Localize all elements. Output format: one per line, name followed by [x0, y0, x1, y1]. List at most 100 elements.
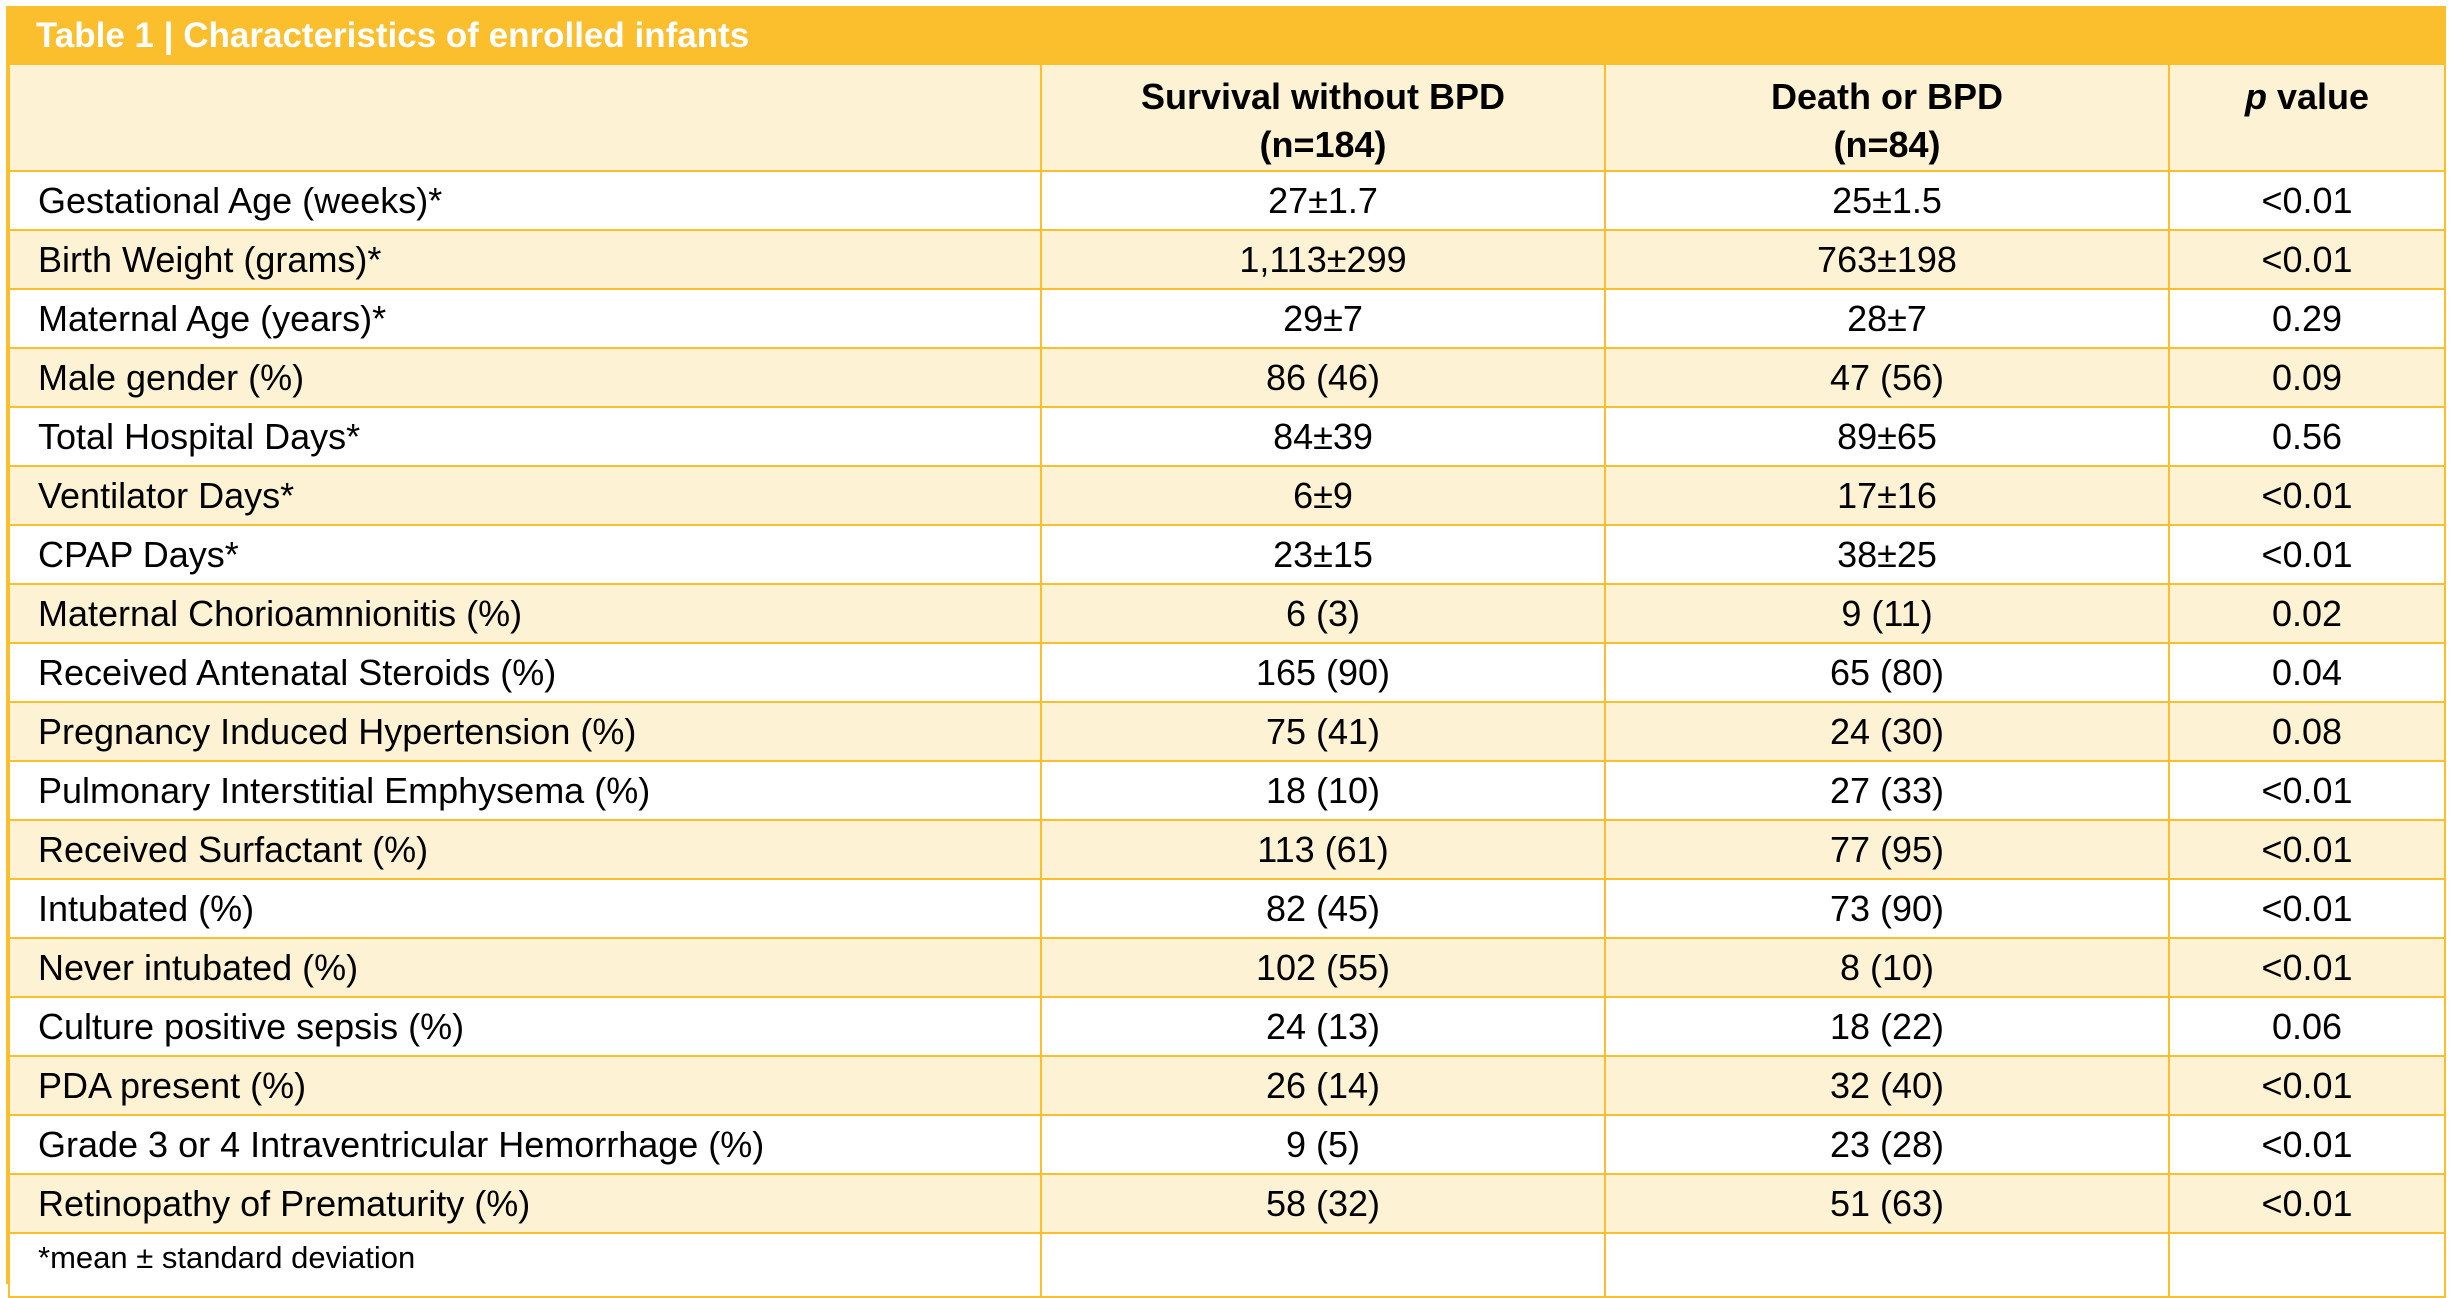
- footnote: *mean ± standard deviation: [8, 1232, 1042, 1298]
- header-p-value: p value: [2168, 63, 2446, 172]
- table-row: Received Surfactant (%) 113 (61) 77 (95) <0…: [8, 819, 2446, 880]
- death-value-cell: 47 (56): [1604, 347, 2170, 408]
- death-value-cell: 73 (90): [1604, 878, 2170, 939]
- survival-value-cell: 1,113±299: [1040, 229, 1606, 290]
- p-value-cell: <0.01: [2168, 170, 2446, 231]
- table-row: Ventilator Days* 6±9 17±16 <0.01: [8, 465, 2446, 526]
- header-death-name: Death or BPD: [1770, 76, 2004, 117]
- p-value-cell: 0.06: [2168, 996, 2446, 1057]
- row-label-cell: Male gender (%): [8, 347, 1042, 408]
- header-death-n: (n=84): [1833, 124, 1941, 165]
- row-label-cell: Never intubated (%): [8, 937, 1042, 998]
- p-value-cell: 0.56: [2168, 406, 2446, 467]
- header-p-rest: value: [2266, 76, 2370, 117]
- p-value-cell: <0.01: [2168, 937, 2446, 998]
- survival-value-cell: 165 (90): [1040, 642, 1606, 703]
- p-value-cell: <0.01: [2168, 1173, 2446, 1234]
- p-value-cell: 0.29: [2168, 288, 2446, 349]
- table-row: Retinopathy of Prematurity (%) 58 (32) 51 …: [8, 1173, 2446, 1234]
- survival-value-cell: 82 (45): [1040, 878, 1606, 939]
- table-row: Gestational Age (weeks)* 27±1.7 25±1.5 <0.0…: [8, 170, 2446, 231]
- p-value-cell: <0.01: [2168, 878, 2446, 939]
- death-value-cell: 65 (80): [1604, 642, 2170, 703]
- survival-value-cell: 75 (41): [1040, 701, 1606, 762]
- characteristics-table: Table 1 | Characteristics of enrolled in…: [6, 6, 2446, 1298]
- header-death-or-bpd: Death or BPD (n=84): [1604, 63, 2170, 172]
- table-row: Maternal Age (years)* 29±7 28±7 0.29: [8, 288, 2446, 349]
- table-body: Gestational Age (weeks)* 27±1.7 25±1.5 <0.0…: [8, 170, 2446, 1234]
- p-value-cell: <0.01: [2168, 760, 2446, 821]
- table-row: Pregnancy Induced Hypertension (%) 75 (41…: [8, 701, 2446, 762]
- table-row: Culture positive sepsis (%) 24 (13) 18 (22…: [8, 996, 2446, 1057]
- footnote-blank-cell: [2168, 1232, 2446, 1298]
- table-row: Intubated (%) 82 (45) 73 (90) <0.01: [8, 878, 2446, 939]
- death-value-cell: 18 (22): [1604, 996, 2170, 1057]
- table-row: Male gender (%) 86 (46) 47 (56) 0.09: [8, 347, 2446, 408]
- survival-value-cell: 6±9: [1040, 465, 1606, 526]
- row-label-cell: Gestational Age (weeks)*: [8, 170, 1042, 231]
- header-survival-n: (n=184): [1259, 124, 1387, 165]
- survival-value-cell: 113 (61): [1040, 819, 1606, 880]
- survival-value-cell: 18 (10): [1040, 760, 1606, 821]
- death-value-cell: 28±7: [1604, 288, 2170, 349]
- row-label-cell: Received Surfactant (%): [8, 819, 1042, 880]
- row-label-cell: Intubated (%): [8, 878, 1042, 939]
- death-value-cell: 89±65: [1604, 406, 2170, 467]
- table-row: Total Hospital Days* 84±39 89±65 0.56: [8, 406, 2446, 467]
- p-value-cell: 0.04: [2168, 642, 2446, 703]
- table-row: Pulmonary Interstitial Emphysema (%) 18 (…: [8, 760, 2446, 821]
- p-value-cell: 0.09: [2168, 347, 2446, 408]
- footnote-row: *mean ± standard deviation: [8, 1232, 2446, 1298]
- death-value-cell: 24 (30): [1604, 701, 2170, 762]
- survival-value-cell: 29±7: [1040, 288, 1606, 349]
- death-value-cell: 8 (10): [1604, 937, 2170, 998]
- footnote-blank-cell: [1604, 1232, 2170, 1298]
- survival-value-cell: 24 (13): [1040, 996, 1606, 1057]
- survival-value-cell: 9 (5): [1040, 1114, 1606, 1175]
- p-value-cell: 0.08: [2168, 701, 2446, 762]
- death-value-cell: 17±16: [1604, 465, 2170, 526]
- header-p-italic: p: [2244, 76, 2267, 117]
- p-value-cell: <0.01: [2168, 229, 2446, 290]
- survival-value-cell: 27±1.7: [1040, 170, 1606, 231]
- table-row: CPAP Days* 23±15 38±25 <0.01: [8, 524, 2446, 585]
- p-value-cell: <0.01: [2168, 1055, 2446, 1116]
- death-value-cell: 763±198: [1604, 229, 2170, 290]
- p-value-cell: <0.01: [2168, 465, 2446, 526]
- row-label-cell: Birth Weight (grams)*: [8, 229, 1042, 290]
- death-value-cell: 77 (95): [1604, 819, 2170, 880]
- death-value-cell: 25±1.5: [1604, 170, 2170, 231]
- data-table: Survival without BPD (n=184) Death or BP…: [8, 63, 2446, 1298]
- survival-value-cell: 58 (32): [1040, 1173, 1606, 1234]
- survival-value-cell: 86 (46): [1040, 347, 1606, 408]
- table-row: PDA present (%) 26 (14) 32 (40) <0.01: [8, 1055, 2446, 1116]
- survival-value-cell: 26 (14): [1040, 1055, 1606, 1116]
- survival-value-cell: 84±39: [1040, 406, 1606, 467]
- row-label-cell: CPAP Days*: [8, 524, 1042, 585]
- header-row: Survival without BPD (n=184) Death or BP…: [8, 63, 2446, 172]
- row-label-cell: Ventilator Days*: [8, 465, 1042, 526]
- p-value-cell: 0.02: [2168, 583, 2446, 644]
- table-row: Never intubated (%) 102 (55) 8 (10) <0.01: [8, 937, 2446, 998]
- header-survival-without-bpd: Survival without BPD (n=184): [1040, 63, 1606, 172]
- header-blank-cell: [8, 63, 1042, 172]
- table-row: Received Antenatal Steroids (%) 165 (90) 6…: [8, 642, 2446, 703]
- death-value-cell: 23 (28): [1604, 1114, 2170, 1175]
- survival-value-cell: 23±15: [1040, 524, 1606, 585]
- death-value-cell: 38±25: [1604, 524, 2170, 585]
- table-title: Table 1 | Characteristics of enrolled in…: [8, 8, 2444, 63]
- row-label-cell: Pregnancy Induced Hypertension (%): [8, 701, 1042, 762]
- row-label-cell: Pulmonary Interstitial Emphysema (%): [8, 760, 1042, 821]
- death-value-cell: 9 (11): [1604, 583, 2170, 644]
- row-label-cell: Received Antenatal Steroids (%): [8, 642, 1042, 703]
- p-value-cell: <0.01: [2168, 1114, 2446, 1175]
- row-label-cell: Culture positive sepsis (%): [8, 996, 1042, 1057]
- death-value-cell: 32 (40): [1604, 1055, 2170, 1116]
- row-label-cell: Grade 3 or 4 Intraventricular Hemorrhage…: [8, 1114, 1042, 1175]
- p-value-cell: <0.01: [2168, 819, 2446, 880]
- row-label-cell: Retinopathy of Prematurity (%): [8, 1173, 1042, 1234]
- row-label-cell: Maternal Age (years)*: [8, 288, 1042, 349]
- row-label-cell: PDA present (%): [8, 1055, 1042, 1116]
- row-label-cell: Total Hospital Days*: [8, 406, 1042, 467]
- table-row: Birth Weight (grams)* 1,113±299 763±198 <0.…: [8, 229, 2446, 290]
